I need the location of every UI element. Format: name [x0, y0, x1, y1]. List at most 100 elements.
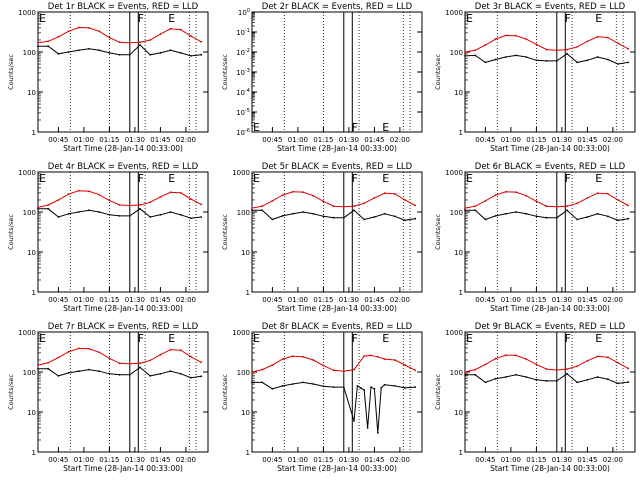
events-point — [596, 376, 599, 378]
lld-point — [494, 357, 497, 360]
y-tick-label: 1000 — [18, 9, 36, 17]
events-point — [393, 385, 396, 387]
lld-point — [627, 47, 630, 50]
lld-point — [251, 207, 253, 210]
lld-point — [118, 41, 121, 44]
lld-point — [98, 351, 101, 354]
events-point — [200, 53, 203, 56]
events-point — [251, 381, 253, 384]
lld-point — [47, 40, 50, 43]
events-point — [108, 372, 111, 375]
lld-point — [159, 353, 162, 356]
lld-point — [494, 38, 497, 40]
flag-letter: F — [138, 12, 144, 25]
events-point — [484, 218, 487, 221]
lld-point — [515, 191, 517, 194]
events-point — [57, 216, 60, 218]
events-point — [376, 432, 379, 434]
events-point — [515, 211, 517, 213]
y-tick-label: 1000 — [18, 169, 36, 177]
lld-point — [88, 190, 90, 193]
y-tick-label: 100 — [23, 369, 36, 377]
events-point — [383, 212, 386, 215]
lld-point — [37, 41, 39, 44]
lld-point — [464, 51, 466, 53]
lld-point — [139, 204, 141, 206]
lld-point — [474, 49, 477, 52]
y-tick-label: 100 — [23, 49, 36, 57]
lld-point — [596, 192, 599, 195]
lld-point — [169, 27, 172, 30]
lld-point — [139, 362, 141, 365]
events-point — [525, 376, 528, 378]
events-point — [57, 375, 60, 377]
panel-title: Det 7r BLACK = Events, RED = LLD — [48, 322, 199, 332]
x-tick-label: 01:15 — [313, 136, 333, 144]
events-point — [342, 216, 345, 219]
events-point — [159, 52, 162, 54]
x-tick-label: 01:30 — [125, 296, 145, 304]
flag-letter: E — [168, 172, 175, 185]
events-point — [139, 44, 141, 46]
lld-point — [393, 359, 396, 361]
events-point — [566, 209, 568, 212]
x-tick-label: 02:00 — [603, 456, 623, 464]
lld-point — [545, 48, 548, 51]
lld-point — [77, 26, 80, 29]
events-point — [576, 381, 579, 384]
lld-point — [322, 200, 325, 203]
lld-point — [169, 348, 172, 351]
x-tick-label: 02:00 — [176, 296, 196, 304]
events-point — [393, 215, 396, 218]
y-tick-label: 100 — [450, 369, 463, 377]
x-tick-label: 02:00 — [390, 296, 410, 304]
x-tick-label: 01:00 — [74, 136, 94, 144]
events-point — [47, 45, 50, 48]
events-point — [322, 385, 325, 388]
series-events-line — [252, 381, 416, 433]
y-tick-label: 10 — [241, 249, 250, 257]
y-tick-label: 1000 — [232, 169, 250, 177]
lld-point — [77, 189, 80, 192]
events-point — [464, 209, 466, 212]
x-axis-label: Start Time (28-Jan-14 00:33:00) — [277, 144, 397, 153]
lld-point — [190, 355, 192, 358]
lld-point — [617, 199, 619, 201]
events-point — [373, 216, 376, 218]
events-point — [139, 366, 141, 369]
events-point — [370, 386, 372, 388]
events-point — [261, 381, 264, 384]
x-tick-label: 01:30 — [125, 136, 145, 144]
events-point — [312, 212, 315, 215]
lld-point — [617, 42, 619, 45]
lld-point — [353, 205, 355, 208]
flag-letter: E — [39, 12, 46, 25]
events-point — [545, 60, 548, 62]
flag-letter: E — [382, 172, 389, 185]
y-tick-label: 10 — [27, 89, 36, 97]
x-tick-label: 01:30 — [552, 136, 572, 144]
plot-frame — [37, 11, 209, 133]
lld-point — [118, 204, 121, 206]
events-point — [98, 370, 101, 373]
lld-point — [596, 35, 599, 38]
events-point — [149, 53, 152, 56]
events-point — [98, 211, 101, 213]
lld-point — [484, 199, 487, 202]
x-tick-label: 01:15 — [313, 456, 333, 464]
events-point — [606, 58, 609, 61]
lld-point — [464, 207, 466, 210]
events-point — [606, 378, 609, 381]
events-point — [356, 385, 359, 387]
x-axis-label: Start Time (28-Jan-14 00:33:00) — [277, 464, 397, 473]
events-point — [159, 372, 162, 375]
events-point — [504, 212, 507, 215]
events-point — [128, 53, 131, 56]
lld-point — [504, 190, 507, 193]
events-point — [494, 58, 497, 61]
lld-point — [586, 197, 589, 199]
lld-point — [515, 34, 517, 37]
events-point — [332, 216, 335, 219]
events-point — [464, 373, 466, 376]
